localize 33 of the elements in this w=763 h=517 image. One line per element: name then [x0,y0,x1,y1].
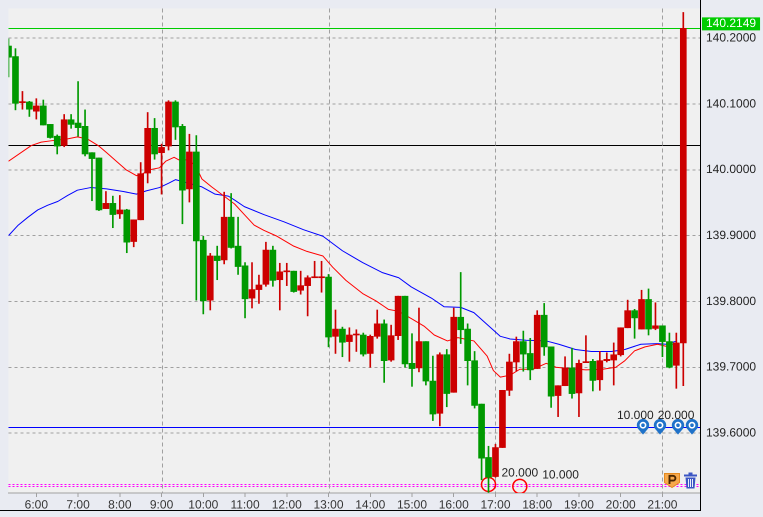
x-tick-label: 19:00 [564,498,594,512]
candlestick [652,302,659,330]
annotation: 20.000 [502,465,539,480]
x-tick-label: 12:00 [272,498,302,512]
candlestick [19,91,26,110]
x-tick-label: 15:00 [396,498,428,512]
y-tick-label: 139.6000 [706,425,756,440]
x-tick-label: 16:00 [438,498,470,512]
x-tick-label: 8:00 [108,498,132,512]
x-tick-label: 7:00 [66,498,90,512]
annotation: 10.000 [542,467,580,482]
x-tick-label: 17:00 [480,498,511,512]
y-tick-label: 139.8000 [706,294,756,308]
y-tick-label: 139.7000 [706,360,756,374]
candlestick [332,310,339,354]
x-tick-label: 6:00 [24,498,48,512]
x-tick-label: 21:00 [647,498,678,512]
candlestick [158,144,165,194]
annotation: 10.000 [617,408,654,422]
x-tick-label: 9:00 [150,498,174,512]
x-tick-label: 14:00 [355,498,386,512]
x-tick-label: 11:00 [230,498,260,512]
ref-line-label: 140.2149 [706,16,756,30]
x-tick-label: 13:00 [314,498,344,512]
candlestick [582,335,590,363]
y-tick-label: 139.9000 [706,228,756,242]
x-tick-label: 10:00 [188,498,219,512]
x-tick-label: 20:00 [606,498,636,512]
y-tick-label: 140.0000 [706,162,756,176]
y-tick-label: 140.1000 [706,96,756,110]
x-tick-label: 18:00 [522,498,553,512]
y-tick-label: 140.2000 [706,30,756,44]
annotation: 20.000 [658,408,695,422]
